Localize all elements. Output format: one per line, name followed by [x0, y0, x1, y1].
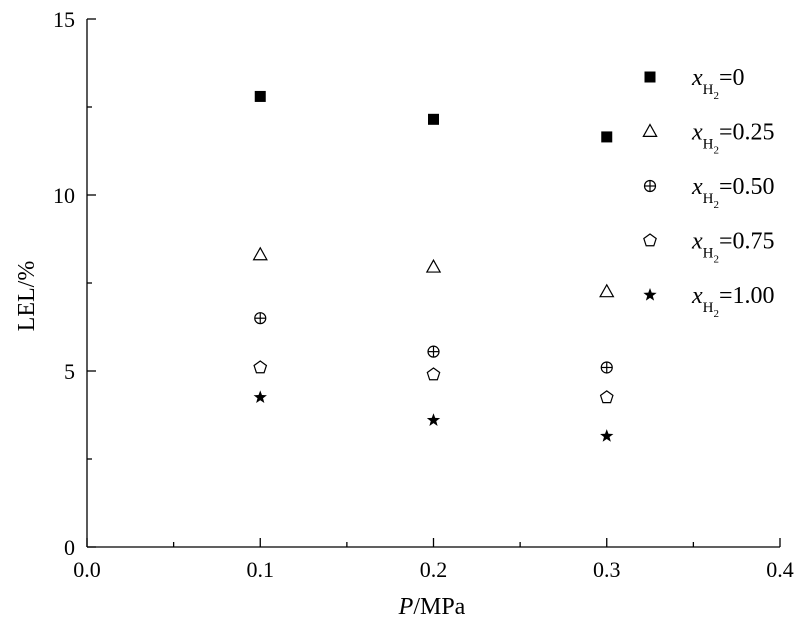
legend-value: =0.50 [719, 174, 775, 200]
legend-subscript: H [703, 300, 714, 316]
data-marks [252, 90, 615, 442]
x-tick-label: 0.4 [766, 557, 794, 582]
legend-label-1: xH2=0 [691, 65, 745, 102]
data-point-series-3 [600, 361, 613, 374]
data-point-series-3 [427, 345, 440, 358]
star-shape [643, 288, 657, 301]
data-point-series-1 [601, 131, 613, 143]
square-shape [601, 131, 613, 143]
legend-marker-4 [643, 233, 657, 247]
pentagon-shape [253, 360, 268, 374]
legend-label-3: xH2=0.50 [691, 174, 775, 211]
data-point-series-2 [425, 258, 442, 273]
legend-subscript: H [703, 246, 714, 262]
pentagon-shape [599, 390, 614, 404]
square-shape [428, 113, 439, 125]
pentagon-shape [643, 233, 657, 247]
legend-sub-subscript: 2 [714, 90, 720, 102]
y-tick-label: 0 [64, 535, 75, 560]
legend-value: =0.75 [719, 229, 775, 255]
data-point-series-4 [253, 360, 268, 374]
legend-variable: x [691, 174, 703, 200]
axes [86, 19, 780, 548]
star-shape [253, 390, 267, 404]
triangle-shape [425, 258, 442, 273]
x-axis-label-unit: /MPa [413, 594, 465, 620]
x-tick-label: 0.3 [593, 557, 621, 582]
legend-subscript: H [703, 137, 714, 153]
legend-marker-2 [642, 123, 658, 137]
pentagon-shape [426, 367, 441, 381]
data-point-series-4 [426, 367, 441, 381]
legend-marker-3 [643, 179, 657, 193]
legend-marker-5 [643, 288, 657, 301]
legend-sub-subscript: 2 [714, 308, 720, 320]
legend-variable: x [691, 229, 703, 255]
triangle-shape [599, 283, 615, 298]
data-point-series-5 [600, 429, 614, 442]
data-point-series-5 [253, 390, 267, 404]
legend-subscript: H [703, 191, 714, 207]
legend-sub-subscript: 2 [714, 254, 720, 266]
x-tick-label: 0.1 [247, 557, 275, 582]
square-shape [644, 71, 656, 83]
star-shape [600, 429, 614, 442]
y-axis-label: LEL/% [14, 261, 40, 332]
legend-subscript: H [703, 82, 714, 98]
legend-value: =1.00 [719, 283, 775, 309]
legend-label-4: xH2=0.75 [691, 229, 775, 266]
x-tick-label: 0.2 [420, 557, 448, 582]
triangle-shape [642, 123, 658, 137]
legend-value: =0 [719, 65, 745, 91]
legend-label-2: xH2=0.25 [691, 120, 775, 157]
ticks: 0.0 0.1 0.2 0.3 0.4 0 5 10 15 [53, 7, 794, 582]
legend-marker-1 [644, 71, 656, 83]
data-point-series-1 [428, 113, 439, 125]
legend-label-5: xH2=1.00 [691, 283, 775, 320]
legend-variable: x [691, 65, 703, 91]
y-tick-label: 10 [53, 183, 75, 208]
data-point-series-2 [599, 283, 615, 298]
legend-sub-subscript: 2 [714, 145, 720, 157]
legend-value: =0.25 [719, 120, 775, 146]
x-tick-label: 0.0 [73, 557, 101, 582]
data-point-series-1 [254, 90, 266, 102]
legend-sub-subscript: 2 [714, 199, 720, 211]
data-point-series-5 [426, 413, 441, 426]
star-shape [426, 413, 441, 426]
y-tick-label: 15 [53, 7, 75, 32]
data-point-series-2 [252, 246, 268, 261]
data-point-series-4 [599, 390, 614, 404]
data-point-series-3 [254, 312, 267, 325]
legend-variable: x [691, 120, 703, 146]
x-axis-label-variable: P [398, 594, 414, 620]
legend-variable: x [691, 283, 703, 309]
triangle-shape [252, 246, 268, 261]
square-shape [254, 90, 266, 102]
x-axis-label: P/MPa [398, 594, 466, 620]
y-tick-label: 5 [64, 359, 75, 384]
